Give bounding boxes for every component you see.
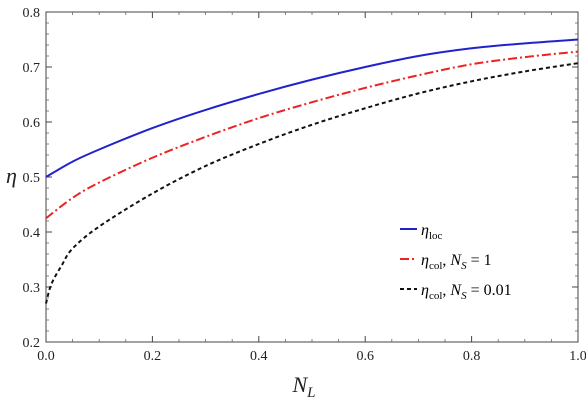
y-tick-label: 0.6	[23, 116, 41, 131]
x-tick-label: 0.0	[37, 349, 55, 364]
x-tick-label: 0.4	[250, 349, 268, 364]
x-tick-label: 0.8	[463, 349, 481, 364]
y-tick-label: 0.2	[23, 336, 41, 351]
x-tick-label: 0.6	[356, 349, 374, 364]
x-axis-label: NL	[291, 372, 315, 401]
x-tick-label: 0.2	[144, 349, 162, 364]
series-line-3	[46, 63, 578, 303]
legend: ηloc ηcol, NS = 1 ηcol, NS = 0.01	[400, 222, 512, 302]
x-tick-label: 1.0	[569, 349, 586, 364]
y-tick-label: 0.4	[23, 226, 41, 241]
y-tick-label: 0.7	[23, 61, 41, 76]
y-axis-label: η	[6, 163, 17, 188]
y-tick-label: 0.8	[23, 6, 41, 21]
legend-label-3: ηcol, NS = 0.01	[421, 282, 512, 302]
legend-label-2: ηcol, NS = 1	[421, 252, 492, 272]
legend-label-1: ηloc	[421, 222, 442, 242]
series-layer	[46, 40, 578, 304]
y-tick-label: 0.3	[23, 281, 41, 296]
y-tick-label: 0.5	[23, 171, 41, 186]
